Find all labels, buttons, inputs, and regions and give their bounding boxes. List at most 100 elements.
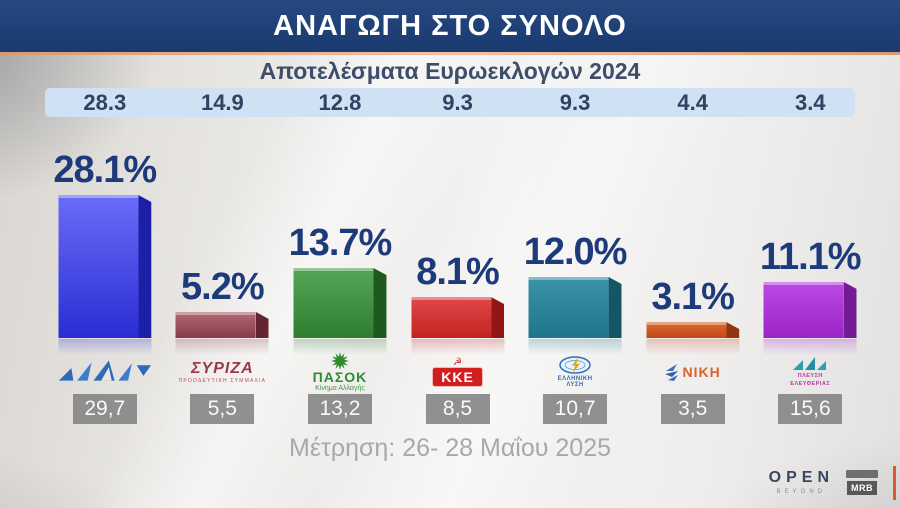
survey-value-box: 29,7 [72,394,137,424]
party-column: 13.7% ΠΑΣΟΚ Κίνημα Αλλαγής 13,2 [281,120,399,430]
survey-value-box: 13,2 [307,394,372,424]
survey-value-box: 15,6 [778,394,843,424]
elliniki-lysi-logo-text: ΕΛΛΗΝΙΚΗ ΛΥΣΗ [557,376,593,388]
survey-note: Μέτρηση: 26- 28 Μαΐου 2025 [289,434,611,462]
bar-reflection [293,339,387,355]
plefsi-sails-icon [793,357,827,371]
mrb-logo-text: MRB [846,480,878,496]
syriza-logo-text: ΣΥΡΙΖΑ [191,359,254,377]
euro-result-value: 9.3 [559,89,591,115]
euro-results-row: 28.3 14.9 12.8 9.3 9.3 4.4 3.4 [46,88,869,117]
bar-front-face [763,282,844,338]
survey-value-box: 8,5 [425,394,490,424]
party-column: 11.1% ΠΛΕΥΣΗ ΕΛΕΥΘΕΡΙΑΣ 15,6 [751,120,869,430]
bar [58,195,152,338]
bar-reflection [175,339,269,355]
syriza-logo-subtext: ΠΡΟΟΔΕΥΤΙΚΗ ΣΥΜΜΑΧΙΑ [178,377,267,384]
party-logo: ΝΙΚΗ [638,351,748,393]
bar-side-face [373,268,387,338]
party-column: 3.1% ΝΙΚΗ 3,5 [634,120,752,430]
party-logo [50,351,160,393]
bar-reflection [58,339,152,355]
projection-percent-label: 5.2% [181,266,265,308]
bar-front-face [175,312,256,338]
bar-top-highlight [646,322,727,325]
bar-top-highlight [58,195,139,198]
euro-result-value: 12.8 [318,89,362,115]
projection-percent-label: 11.1% [759,236,862,278]
party-logo: ΕΛΛΗΝΙΚΗ ΛΥΣΗ [520,351,630,393]
survey-value-box: 5,5 [190,394,255,424]
party-logo: ΠΛΕΥΣΗ ΕΛΕΥΘΕΡΙΑΣ [755,351,865,393]
open-logo-text: OPEN [768,469,834,486]
bar-front-face [58,195,139,338]
survey-value-box: 3,5 [660,394,725,424]
bar [528,277,622,338]
bar [293,268,387,338]
bar [175,312,269,338]
bar-side-face [138,195,152,338]
bar [646,322,740,338]
euro-result-value: 3.4 [794,89,826,115]
euro-result-value: 4.4 [677,89,708,115]
bar-top-highlight [528,277,609,280]
party-logo: ΣΥΡΙΖΑ ΠΡΟΟΔΕΥΤΙΚΗ ΣΥΜΜΑΧΙΑ [167,351,277,393]
pasok-sun-icon [330,352,349,370]
page-title: ΑΝΑΓΩΓΗ ΣΤΟ ΣΥΝΟΛΟ [273,9,627,42]
bar-front-face [528,277,609,338]
bar-top-highlight [411,297,492,300]
elliniki-lysi-globe-icon [559,356,591,374]
bar-reflection [763,339,857,355]
bar-front-face [646,322,727,338]
bar-top-highlight [293,268,374,271]
edge-accent-mark [893,466,896,500]
party-column: 12.0% ΕΛΛΗΝΙΚΗ ΛΥΣΗ 10,7 [516,120,634,430]
bar-front-face [411,297,492,338]
bar-top-highlight [175,312,256,315]
bar [411,297,505,338]
bar-side-face [726,322,740,338]
header-accent-rule [0,52,900,55]
party-column: 5.2% ΣΥΡΙΖΑ ΠΡΟΟΔΕΥΤΙΚΗ ΣΥΜΜΑΧΙΑ 5,5 [164,120,282,430]
bar-chart: 28.1% 29,7 5.2% ΣΥΡΙΖΑ ΠΡΟΟΔΕΥΤΙΚΗ ΣΥΜΜΑ… [46,120,869,430]
niki-logo-text: ΝΙΚΗ [682,364,721,380]
bar-top-highlight [763,282,844,285]
bar [763,282,857,338]
open-logo-tagline: BEYOND [776,489,826,495]
party-column: 28.1% 29,7 [46,120,164,430]
projection-percent-label: 12.0% [523,231,628,273]
euro-result-value: 9.3 [442,89,473,115]
bar-reflection [411,339,505,355]
projection-percent-label: 28.1% [53,149,157,191]
projection-percent-label: 3.1% [651,276,735,318]
bar-side-face [843,282,857,338]
pasok-logo-text: ΠΑΣΟΚ [312,369,368,385]
nd-logo-icon [58,360,151,381]
header-bar: ΑΝΑΓΩΓΗ ΣΤΟ ΣΥΝΟΛΟ [0,0,900,52]
party-logo: ☭ ΚΚΕ [403,351,513,393]
bar-side-face [608,277,622,338]
projection-percent-label: 8.1% [416,251,500,293]
plefsi-logo-text: ΠΛΕΥΣΗ ΕΛΕΥΘΕΡΙΑΣ [790,373,831,387]
euro-result-value: 28.3 [83,89,127,115]
euro-result-value: 14.9 [200,89,244,115]
bar-reflection [646,339,740,355]
survey-value-box: 10,7 [543,394,608,424]
niki-wing-icon [664,364,678,381]
bar-side-face [491,297,505,338]
mrb-pollster-logo: MRB [846,470,878,496]
bar-reflection [528,339,622,355]
kke-logo-text: ΚΚΕ [432,366,483,387]
projection-percent-label: 13.7% [288,222,393,264]
bar-side-face [255,312,269,338]
euro-results-strip: 28.3 14.9 12.8 9.3 9.3 4.4 3.4 [45,88,855,117]
chart-subtitle: Αποτελέσματα Ευρωεκλογών 2024 [259,58,641,84]
party-logo: ΠΑΣΟΚ Κίνημα Αλλαγής [285,351,395,393]
mrb-logo-bar [846,470,878,478]
kke-hammer-sickle-icon: ☭ [453,356,462,368]
party-column: 8.1% ☭ ΚΚΕ 8,5 [399,120,517,430]
open-channel-logo: OPEN BEYOND [769,469,834,495]
bar-front-face [293,268,374,338]
pasok-logo-subtext: Κίνημα Αλλαγής [315,385,365,392]
